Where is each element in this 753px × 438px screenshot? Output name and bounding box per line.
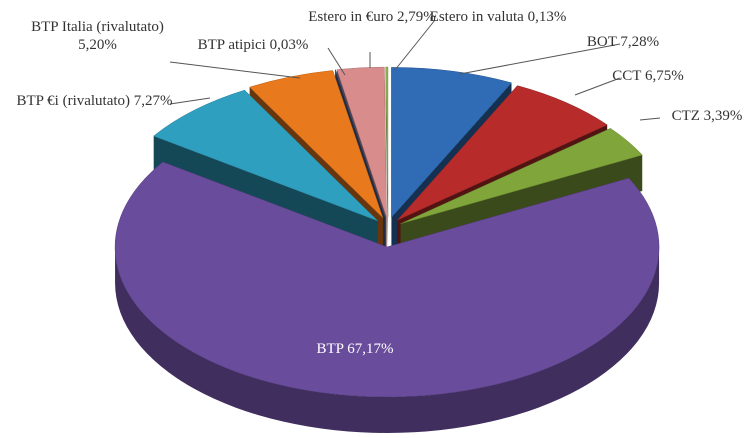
label-text: CTZ [671, 108, 700, 124]
leader-lines [169, 19, 661, 121]
leader-line [639, 117, 661, 121]
label-text: 0,03% [269, 37, 309, 53]
slice [334, 69, 386, 218]
slice [400, 128, 643, 224]
data-label: CCT 6,75% [593, 67, 703, 85]
label-text: 3,39% [703, 108, 743, 124]
leader-line [459, 43, 621, 75]
label-text: Estero in €uro [308, 9, 394, 25]
leader-line [169, 97, 211, 105]
label-text: BTP [316, 341, 344, 357]
data-label: Estero in valuta 0,13% [428, 8, 568, 26]
slice [114, 161, 660, 398]
leader-line [169, 61, 301, 79]
label-text: CCT [612, 68, 642, 84]
label-text: 67,17% [347, 341, 394, 357]
label-text: 5,20% [78, 37, 117, 53]
leader-line [394, 19, 436, 71]
label-text: 7,28% [620, 34, 660, 50]
leader-line [574, 77, 621, 96]
data-label: BTP atipici 0,03% [178, 36, 328, 54]
slice [397, 85, 608, 221]
label-text: Estero in valuta [429, 9, 524, 25]
slice [391, 67, 512, 219]
label-text: 2,79% [396, 9, 436, 25]
label-text: BOT [586, 34, 617, 50]
data-label: BTP 67,17% [270, 340, 440, 358]
data-label: BTP €i (rivalutato) 7,27% [2, 92, 187, 110]
data-label: BOT 7,28% [568, 33, 678, 51]
slice [153, 89, 379, 222]
leader-line [327, 47, 346, 76]
data-label: CTZ 3,39% [657, 107, 753, 125]
slices [114, 66, 660, 433]
label-text: 6,75% [644, 68, 684, 84]
slice-wall [115, 246, 660, 433]
label-text: 7,27% [133, 93, 173, 109]
slice [336, 66, 387, 218]
data-label: BTP Italia (rivalutato) 5,20% [20, 18, 175, 54]
label-text: BTP €i (rivalutato) [16, 93, 131, 109]
label-text: 0,13% [527, 9, 567, 25]
data-label: Estero in €uro 2,79% [308, 8, 436, 26]
label-text: BTP Italia (rivalutato) [31, 19, 164, 35]
slice [385, 66, 389, 218]
label-text: BTP atipici [197, 37, 266, 53]
